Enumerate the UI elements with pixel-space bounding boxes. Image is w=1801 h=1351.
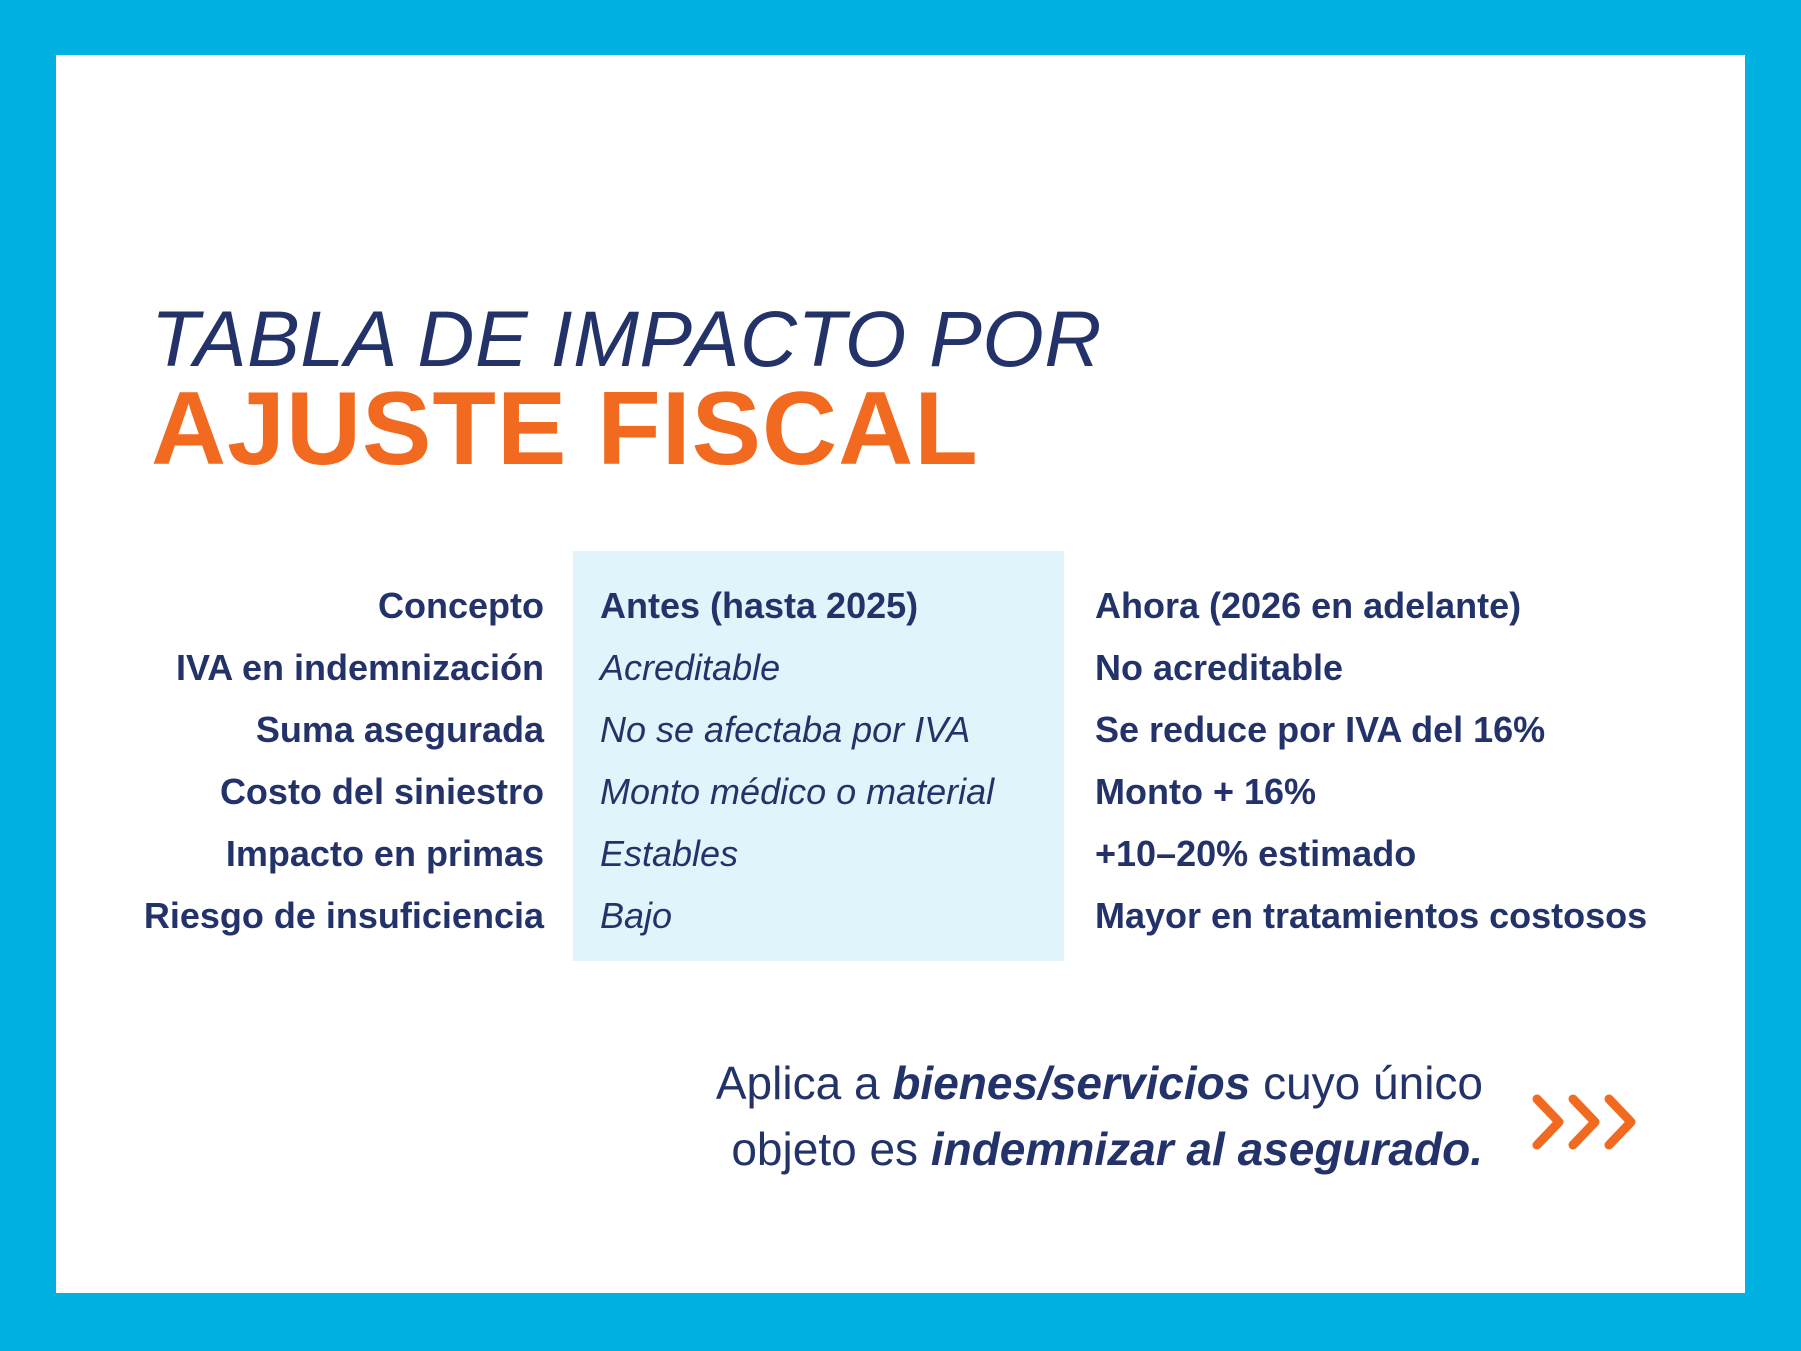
footer-text-part: cuyo único: [1250, 1057, 1483, 1109]
before-cell: Monto médico o material: [600, 771, 995, 812]
title-line-1: TABLA DE IMPACTO POR: [151, 294, 1102, 383]
before-cell: Bajo: [600, 895, 673, 936]
footer-note: Aplica a bienes/servicios cuyo único obj…: [716, 1050, 1483, 1182]
concept-column: Concepto IVA en indemnización Suma asegu…: [144, 575, 544, 947]
footer-emphasis: bienes/servicios: [892, 1057, 1251, 1109]
footer-line-2: objeto es indemnizar al asegurado.: [716, 1116, 1483, 1182]
concept-cell: IVA en indemnización: [175, 647, 544, 688]
now-column: Ahora (2026 en adelante) No acreditable …: [1095, 575, 1647, 947]
concept-cell: Impacto en primas: [225, 833, 544, 874]
footer-line-1: Aplica a bienes/servicios cuyo único: [716, 1050, 1483, 1116]
triple-chevron-right-icon: [1532, 1094, 1636, 1150]
now-cell: +10–20% estimado: [1095, 833, 1417, 874]
before-column: Antes (hasta 2025) Acreditable No se afe…: [600, 575, 994, 947]
footer-text-part: objeto es: [731, 1123, 931, 1175]
infographic-card: TABLA DE IMPACTO POR AJUSTE FISCAL Conce…: [56, 55, 1745, 1293]
concept-header: Concepto: [378, 585, 544, 626]
before-cell: Acreditable: [600, 647, 781, 688]
footer-text-part: Aplica a: [715, 1057, 893, 1109]
now-cell: Se reduce por IVA del 16%: [1095, 709, 1546, 750]
concept-cell: Suma asegurada: [255, 709, 544, 750]
concept-cell: Riesgo de insuficiencia: [143, 895, 544, 936]
now-cell: Mayor en tratamientos costosos: [1095, 895, 1648, 936]
now-cell: No acreditable: [1095, 647, 1344, 688]
title-line-2: AJUSTE FISCAL: [151, 371, 979, 487]
before-column-highlight: [573, 551, 1064, 961]
before-cell: Estables: [600, 833, 739, 874]
before-header: Antes (hasta 2025): [600, 585, 919, 626]
now-cell: Monto + 16%: [1095, 771, 1317, 812]
footer-emphasis: indemnizar al asegurado.: [930, 1123, 1483, 1175]
before-cell: No se afectaba por IVA: [600, 709, 971, 750]
now-header: Ahora (2026 en adelante): [1095, 585, 1522, 626]
concept-cell: Costo del siniestro: [219, 771, 544, 812]
